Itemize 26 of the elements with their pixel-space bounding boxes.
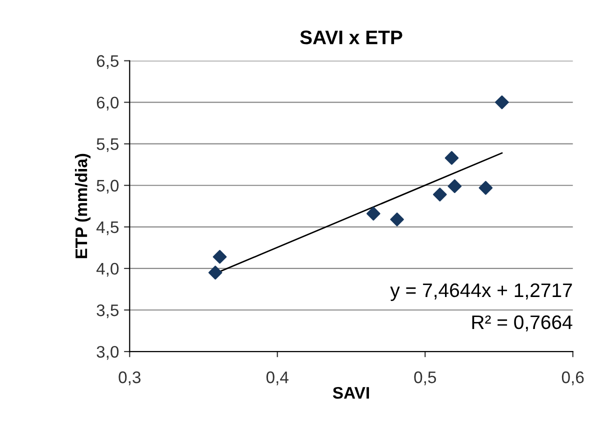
annotation: R² = 0,7664 [472, 315, 572, 332]
point [478, 180, 493, 195]
x-tick-label: 0,6 [562, 371, 584, 386]
y-tick-label: 3,5 [96, 304, 119, 318]
point [208, 266, 222, 280]
x-tick-label: 0,3 [118, 371, 140, 386]
annotation: y = 7,4644x + 1,2717 [390, 283, 572, 301]
y-tick-label: 4,0 [96, 262, 119, 277]
x-tick-label: 0,4 [266, 371, 288, 386]
point [448, 179, 462, 194]
x-axis-title: SAVI [332, 386, 369, 399]
y-axis-title: ETP (mm/dia) [74, 154, 91, 258]
point [495, 95, 509, 110]
y-tick-label: 6,5 [96, 55, 119, 69]
point [432, 188, 447, 202]
y-tick-label: 5,5 [96, 138, 119, 152]
y-tick-label: 6,0 [96, 96, 119, 110]
point [212, 250, 227, 264]
y-tick-label: 5,0 [96, 180, 119, 194]
y-tick-label: 3,0 [96, 346, 119, 360]
point [444, 151, 459, 165]
y-tick-label: 4,5 [96, 221, 119, 236]
point [366, 206, 380, 221]
chart-title: SAVI x ETP [300, 30, 402, 44]
point [390, 212, 404, 226]
x-tick-label: 0,5 [414, 371, 436, 386]
